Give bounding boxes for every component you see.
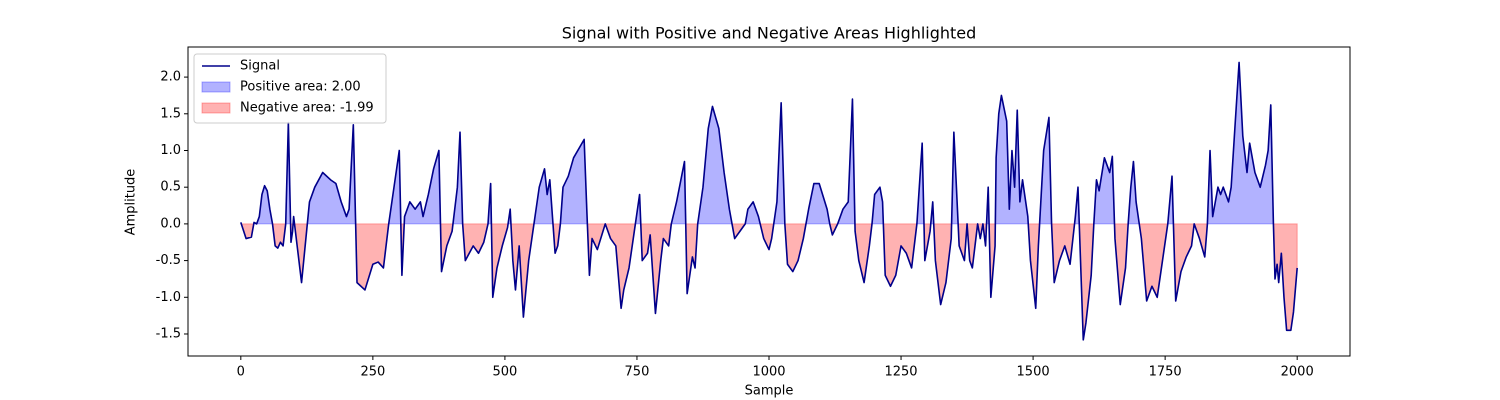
x-tick-label: 1500 [1017, 365, 1050, 380]
chart-title: Signal with Positive and Negative Areas … [562, 24, 977, 43]
x-tick-label: 2000 [1281, 365, 1314, 380]
y-tick-label: 2.0 [160, 70, 181, 85]
x-tick-label: 1000 [752, 365, 785, 380]
x-tick-label: 1750 [1149, 365, 1182, 380]
y-tick-label: -1.0 [156, 290, 181, 305]
y-tick-label: 1.0 [160, 143, 181, 158]
legend-swatch [201, 102, 231, 114]
y-axis-label: Amplitude [124, 169, 139, 236]
y-tick-label: -0.5 [156, 253, 181, 268]
x-tick-label: 500 [492, 365, 517, 380]
legend-swatch [201, 81, 231, 93]
signal-line [240, 61, 1298, 341]
x-tick-label: 750 [625, 365, 650, 380]
legend-box [193, 53, 387, 124]
x-axis-label: Sample [745, 384, 794, 399]
x-tick-label: 250 [360, 365, 385, 380]
x-tick-label: 1250 [884, 365, 917, 380]
legend-label: Positive area: 2.00 [240, 80, 361, 95]
y-tick-label: 0.0 [160, 216, 181, 231]
y-tick-label: 0.5 [160, 180, 181, 195]
legend-label: Negative area: -1.99 [240, 101, 374, 116]
y-tick-label: 1.5 [160, 106, 181, 121]
x-tick-label: 0 [237, 365, 245, 380]
plot-area [240, 61, 1298, 341]
y-tick-label: -1.5 [156, 326, 181, 341]
legend-label: Signal [240, 59, 280, 74]
